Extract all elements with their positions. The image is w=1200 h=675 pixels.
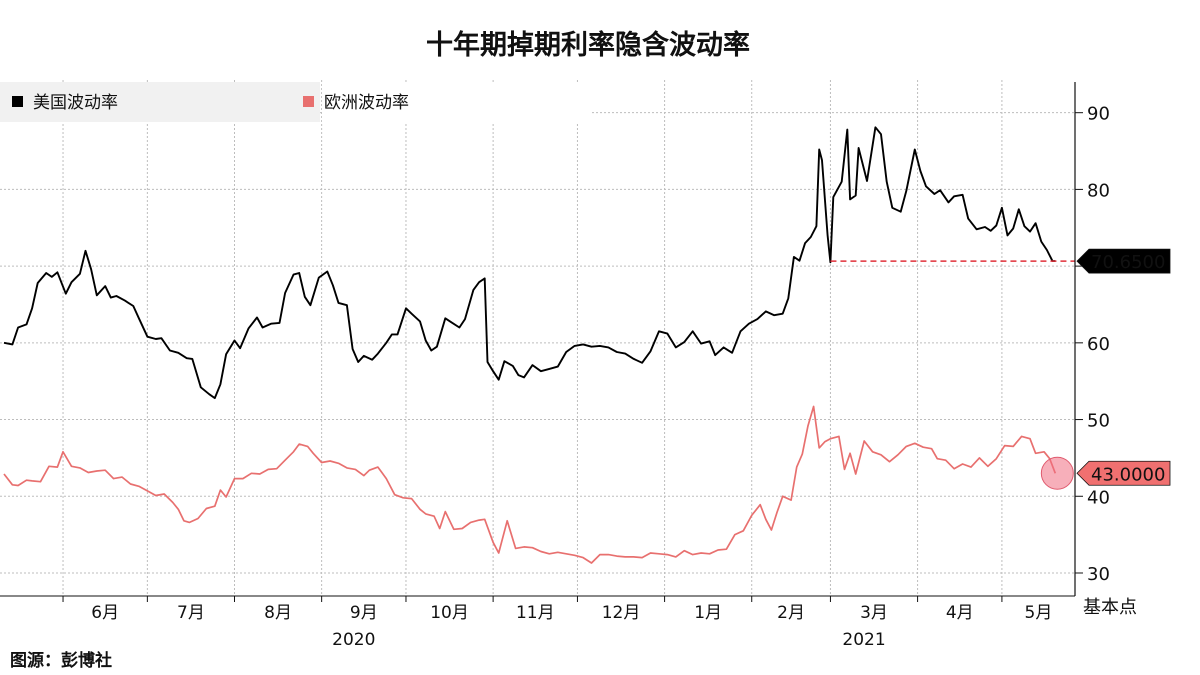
legend-gap [322, 82, 592, 122]
chart-title: 十年期掉期利率隐含波动率 [426, 29, 750, 61]
legend: 美国波动率 欧洲波动率 [0, 82, 592, 122]
eu-end-marker [1040, 456, 1074, 490]
legend-swatch-us [12, 96, 23, 107]
series-layer [3, 126, 1075, 564]
x-tick-label: 12月 [602, 603, 641, 623]
source-label: 图源：彭博社 [10, 650, 112, 671]
x-tick-label: 5月 [1025, 603, 1053, 623]
legend-label-eu: 欧洲波动率 [324, 93, 409, 113]
legend-swatch-eu [303, 96, 314, 107]
last-value-tag-us: 70.6500 [1076, 248, 1171, 274]
last-value-box [1076, 248, 1171, 274]
x-tick-label: 4月 [946, 603, 974, 623]
x-tick-label: 1月 [694, 603, 722, 623]
last-value-box [1076, 460, 1171, 486]
y-axis: 30405060708090 [1074, 82, 1110, 596]
x-tick-label: 9月 [350, 603, 378, 623]
x-tick-label: 11月 [516, 603, 555, 623]
last-value-label: 70.6500 [1091, 252, 1165, 273]
year-label: 2020 [332, 630, 375, 650]
legend-label-us: 美国波动率 [33, 93, 118, 113]
x-tick-label: 10月 [430, 603, 469, 623]
y-tick-label: 30 [1087, 564, 1110, 585]
y-tick-label: 80 [1087, 180, 1110, 201]
year-label: 2021 [842, 630, 885, 650]
x-tick-label: 6月 [91, 603, 119, 623]
x-tick-label: 3月 [860, 603, 888, 623]
last-value-labels: 70.6500 43.0000 [1076, 248, 1171, 486]
x-tick-label: 7月 [177, 603, 205, 623]
y-tick-label: 40 [1087, 487, 1110, 508]
x-axis: 6月 7月 8月 9月 10月 11月 12月 1月 2月 3月 4月 5月 2020 2021 [0, 595, 1075, 650]
series-line-eu [3, 405, 1057, 564]
last-value-tag-eu: 43.0000 [1076, 460, 1171, 486]
y-axis-unit-label: 基本点 [1083, 597, 1137, 618]
y-tick-label: 60 [1087, 334, 1110, 355]
legend-background [0, 82, 320, 122]
last-value-label: 43.0000 [1091, 464, 1165, 485]
x-tick-label: 2月 [777, 603, 805, 623]
y-tick-label: 90 [1087, 104, 1110, 125]
series-line-us [3, 126, 1056, 400]
x-tick-label: 8月 [264, 603, 292, 623]
y-tick-label: 50 [1087, 411, 1110, 432]
